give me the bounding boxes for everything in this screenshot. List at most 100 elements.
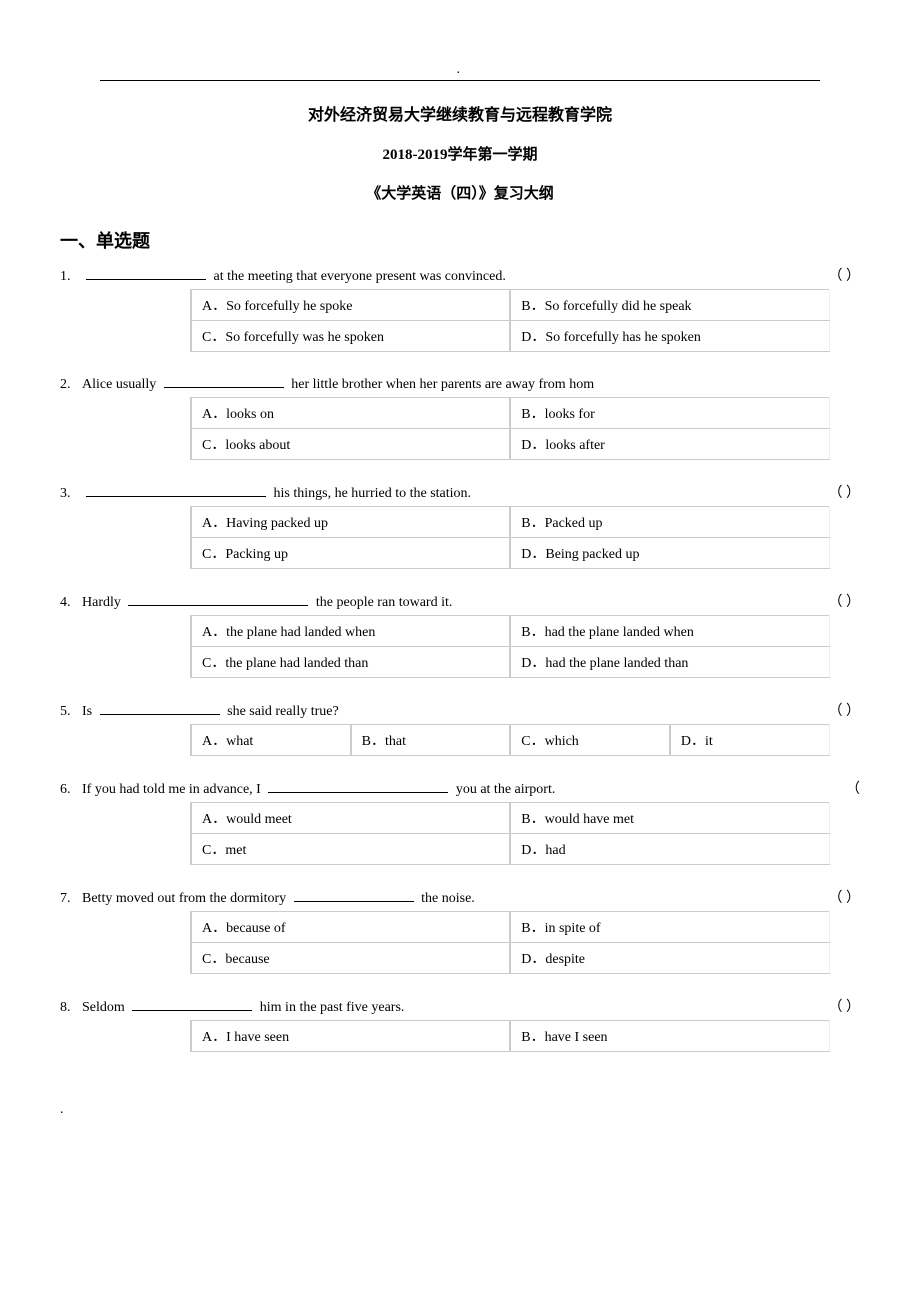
section-title: 一、单选题 — [60, 227, 860, 253]
option-cell: A．would meet — [191, 803, 510, 834]
paren: （ ） — [829, 887, 861, 907]
stem-after: the people ran toward it. — [312, 595, 452, 610]
blank — [86, 266, 206, 280]
option-cell: C．looks about — [191, 429, 510, 460]
question-text: his things, he hurried to the station. — [82, 483, 809, 502]
paren: （ ） — [829, 265, 861, 285]
question-text: at the meeting that everyone present was… — [82, 266, 809, 285]
stem-after: his things, he hurried to the station. — [270, 486, 471, 501]
option-cell: D．looks after — [510, 429, 829, 460]
question-4: 4.Hardly the people ran toward it. （ ） A．t… — [60, 591, 860, 678]
stem-before: Alice usually — [82, 377, 160, 392]
question-stem: 4.Hardly the people ran toward it. （ ） — [60, 591, 860, 611]
question-6: 6.If you had told me in advance, I you a… — [60, 778, 860, 865]
question-number: 5. — [60, 704, 82, 720]
option-cell: D．Being packed up — [510, 538, 829, 569]
paren: （ ） — [829, 700, 861, 720]
question-number: 3. — [60, 486, 82, 502]
option-cell: A．I have seen — [191, 1021, 510, 1052]
options-table: A．I have seenB．have I seen — [190, 1020, 830, 1052]
stem-after: the noise. — [418, 891, 475, 906]
question-stem: 2.Alice usually her little brother when … — [60, 374, 860, 393]
paren: （ — [846, 778, 860, 798]
option-cell: B．would have met — [510, 803, 829, 834]
question-text: Alice usually her little brother when he… — [82, 374, 860, 393]
options-table: A．the plane had landed whenB．had the pla… — [190, 615, 830, 678]
question-1: 1. at the meeting that everyone present … — [60, 265, 860, 352]
option-cell: D．had the plane landed than — [510, 647, 829, 678]
blank — [100, 701, 220, 715]
stem-after: she said really true? — [224, 704, 339, 719]
option-cell: C．Packing up — [191, 538, 510, 569]
options-table: A．whatB．thatC．whichD．it — [190, 724, 830, 756]
option-cell: B．have I seen — [510, 1021, 829, 1052]
option-cell: C．because — [191, 943, 510, 974]
question-number: 2. — [60, 377, 82, 393]
options-table: A．Having packed upB．Packed upC．Packing u… — [190, 506, 830, 569]
options-table: A．looks onB．looks forC．looks aboutD．look… — [190, 397, 830, 460]
question-text: If you had told me in advance, I you at … — [82, 779, 826, 798]
option-cell: A．because of — [191, 912, 510, 943]
paren: （ ） — [829, 482, 861, 502]
option-cell: B．looks for — [510, 398, 829, 429]
question-stem: 8. Seldom him in the past five years. （ ） — [60, 996, 860, 1016]
header-rule — [100, 80, 820, 81]
stem-before: Betty moved out from the dormitory — [82, 891, 290, 906]
stem-after: at the meeting that everyone present was… — [210, 269, 506, 284]
question-stem: 6.If you had told me in advance, I you a… — [60, 778, 860, 798]
options-table: A．So forcefully he spokeB．So forcefully … — [190, 289, 830, 352]
blank — [128, 592, 308, 606]
blank — [294, 888, 414, 902]
title-course: 《大学英语（四）》复习大纲 — [60, 182, 860, 203]
stem-after: you at the airport. — [452, 782, 555, 797]
option-cell: B．that — [351, 725, 511, 756]
options-table: A．because ofB．in spite ofC．becauseD．desp… — [190, 911, 830, 974]
question-stem: 7.Betty moved out from the dormitory the… — [60, 887, 860, 907]
option-cell: C．met — [191, 834, 510, 865]
option-cell: B．So forcefully did he speak — [510, 290, 829, 321]
option-cell: D．had — [510, 834, 829, 865]
paren: （ ） — [829, 591, 861, 611]
blank — [86, 483, 266, 497]
option-cell: B．had the plane landed when — [510, 616, 829, 647]
title-sub: 2018-2019学年第一学期 — [60, 143, 860, 164]
question-text: Hardly the people ran toward it. — [82, 592, 809, 611]
question-3: 3. his things, he hurried to the station… — [60, 482, 860, 569]
question-number: 6. — [60, 782, 82, 798]
title-block: 对外经济贸易大学继续教育与远程教育学院 2018-2019学年第一学期 《大学英… — [60, 101, 860, 203]
stem-before: Is — [82, 704, 96, 719]
option-cell: B．in spite of — [510, 912, 829, 943]
questions-container: 1. at the meeting that everyone present … — [60, 265, 860, 1052]
question-stem: 1. at the meeting that everyone present … — [60, 265, 860, 285]
stem-before: Hardly — [82, 595, 124, 610]
question-text: Seldom him in the past five years. — [82, 997, 809, 1016]
option-cell: C．which — [510, 725, 670, 756]
stem-before: Seldom — [82, 1000, 128, 1015]
question-2: 2.Alice usually her little brother when … — [60, 374, 860, 460]
option-cell: B．Packed up — [510, 507, 829, 538]
option-cell: C．So forcefully was he spoken — [191, 321, 510, 352]
options-table: A．would meetB．would have metC．metD．had — [190, 802, 830, 865]
question-number: 4. — [60, 595, 82, 611]
option-cell: A．what — [191, 725, 351, 756]
option-cell: C．the plane had landed than — [191, 647, 510, 678]
option-cell: A．looks on — [191, 398, 510, 429]
footer-dot: . — [60, 1102, 860, 1118]
question-7: 7.Betty moved out from the dormitory the… — [60, 887, 860, 974]
stem-after: him in the past five years. — [256, 1000, 404, 1015]
option-cell: A．the plane had landed when — [191, 616, 510, 647]
paren: （ ） — [829, 996, 861, 1016]
option-cell: A．Having packed up — [191, 507, 510, 538]
blank — [164, 374, 284, 388]
question-text: Betty moved out from the dormitory the n… — [82, 888, 809, 907]
question-stem: 5.Is she said really true? （ ） — [60, 700, 860, 720]
option-cell: D．So forcefully has he spoken — [510, 321, 829, 352]
stem-after: her little brother when her parents are … — [288, 377, 594, 392]
question-5: 5.Is she said really true? （ ） A．whatB．tha… — [60, 700, 860, 756]
question-number: 8. — [60, 1000, 82, 1016]
option-cell: D．it — [670, 725, 830, 756]
question-number: 7. — [60, 891, 82, 907]
question-8: 8. Seldom him in the past five years. （ ）… — [60, 996, 860, 1052]
option-cell: D．despite — [510, 943, 829, 974]
question-stem: 3. his things, he hurried to the station… — [60, 482, 860, 502]
